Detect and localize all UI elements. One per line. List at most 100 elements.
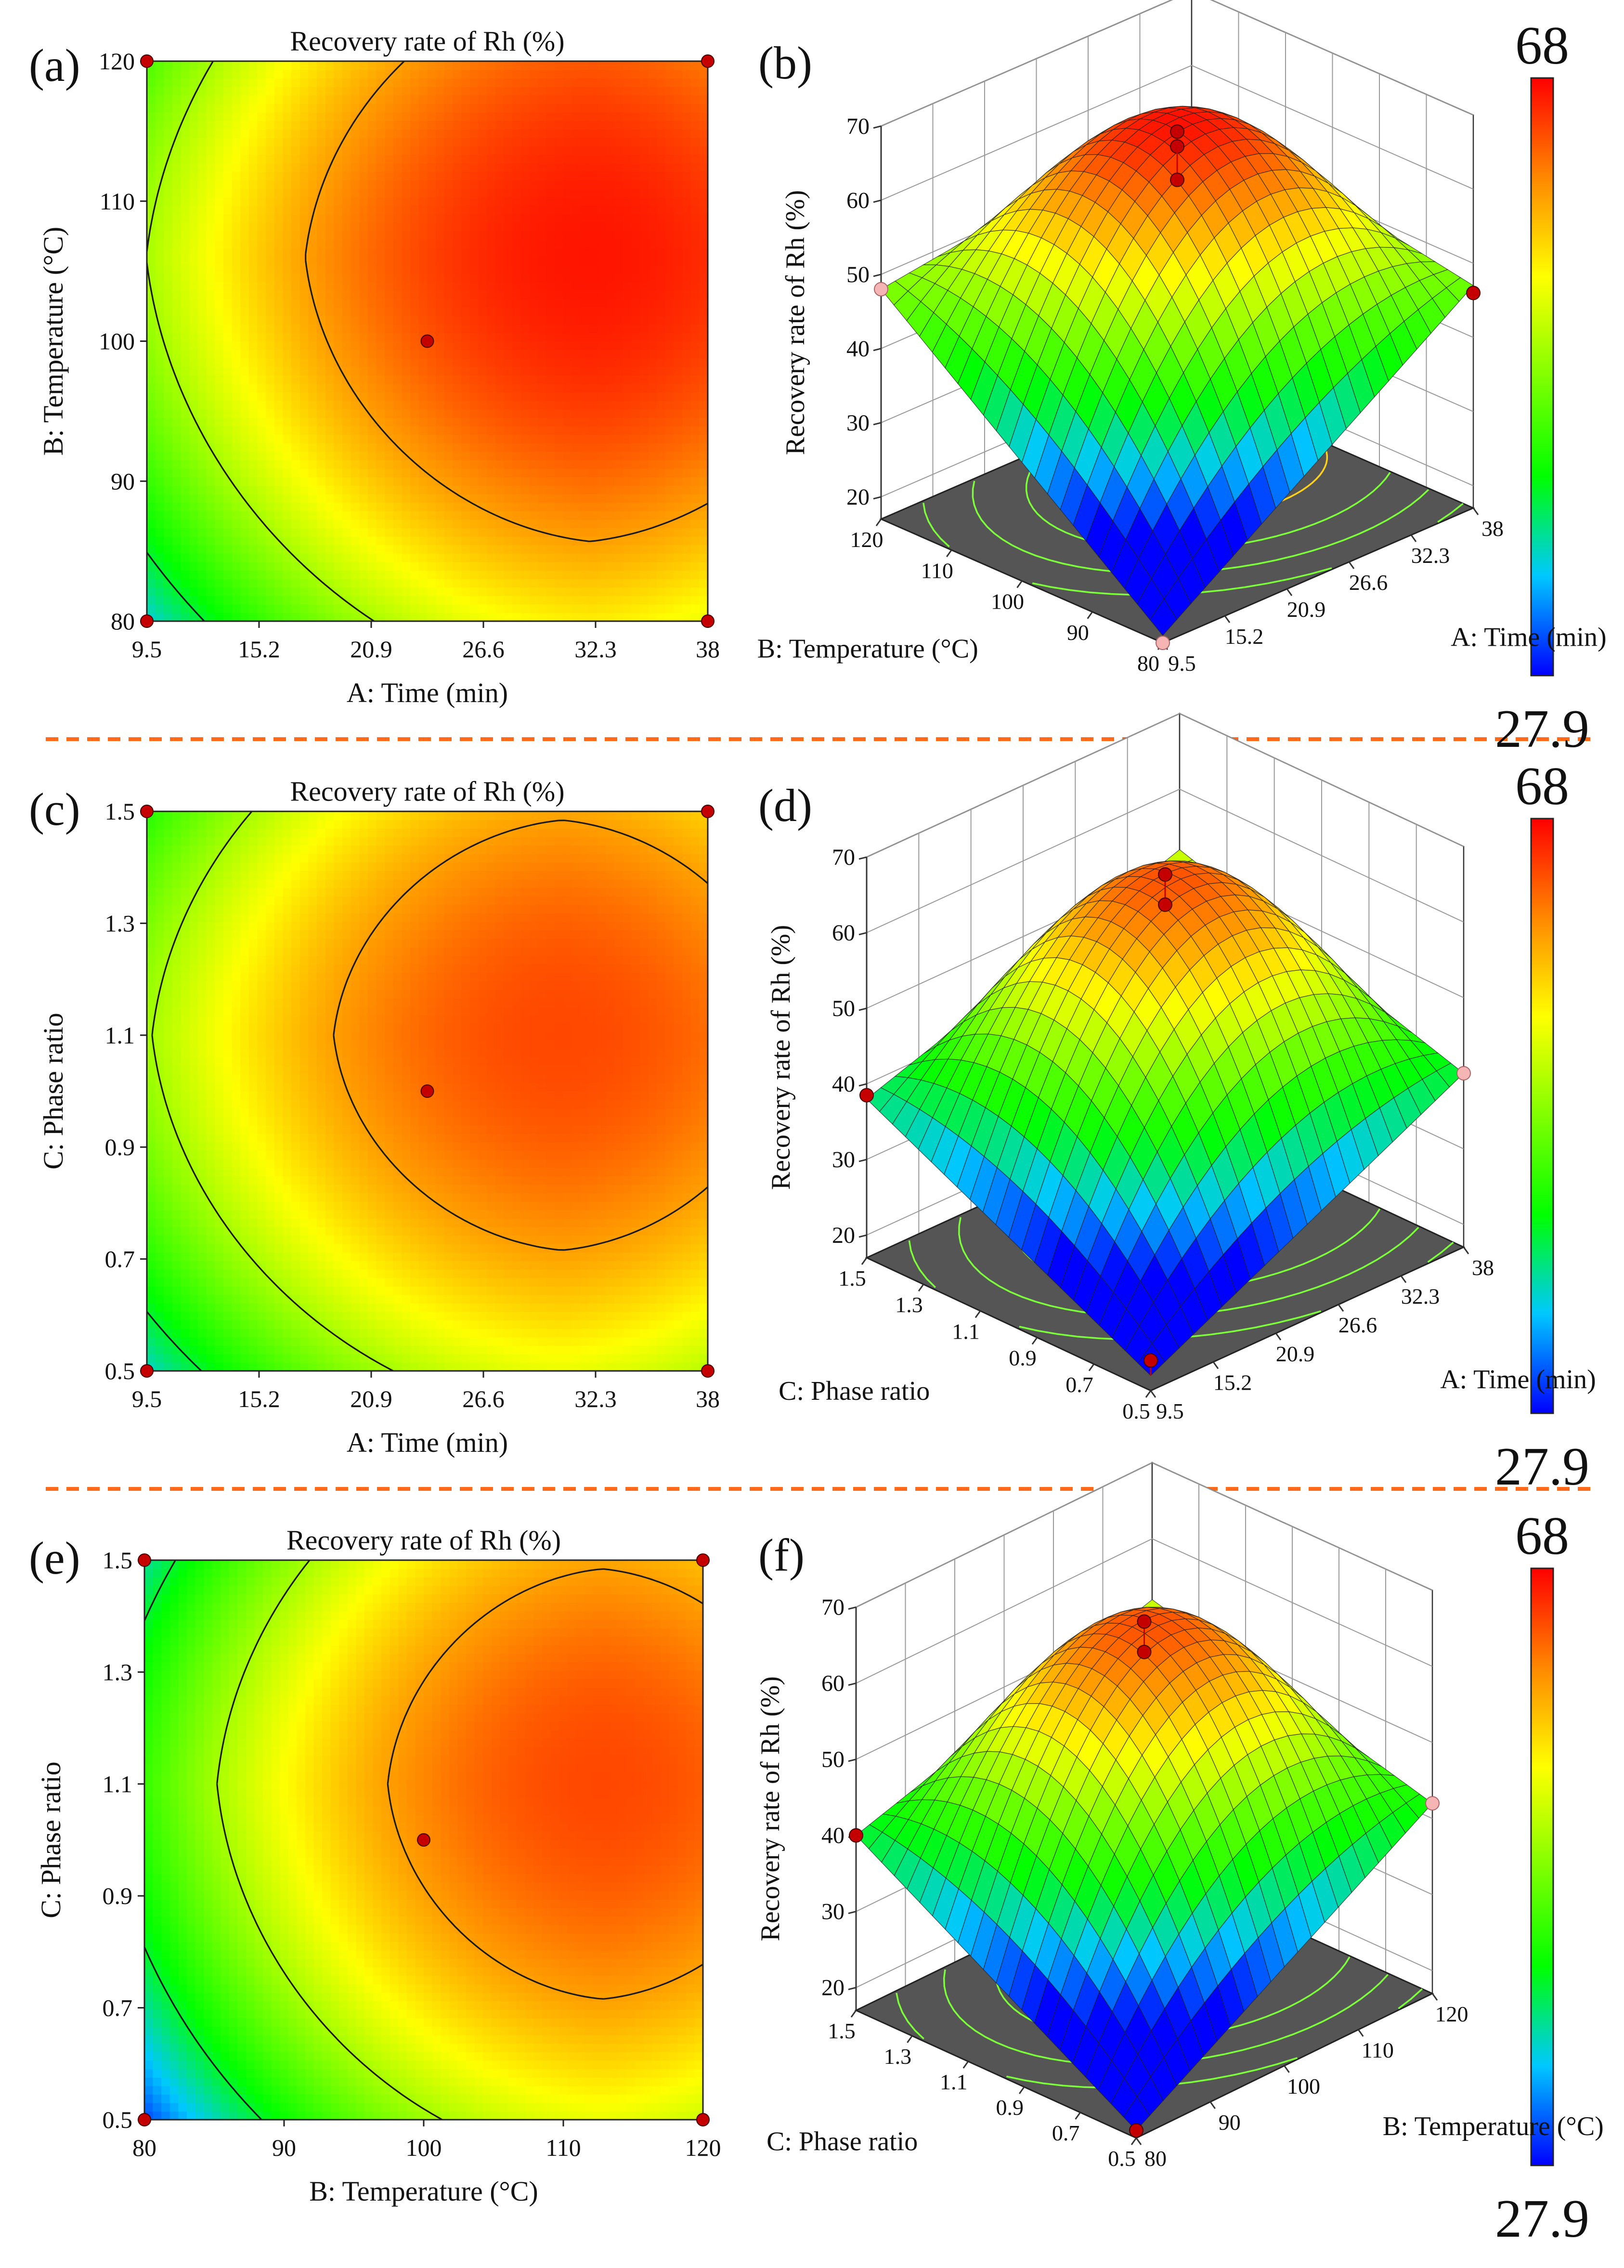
- contour-cell: [164, 1193, 173, 1202]
- contour-cell: [248, 613, 258, 622]
- contour-cell: [257, 61, 266, 70]
- contour-cell: [257, 375, 266, 384]
- contour-cell: [172, 86, 182, 96]
- contour-cell: [665, 129, 675, 138]
- contour-cell: [529, 383, 538, 393]
- contour-cell: [487, 545, 496, 554]
- contour-cell: [215, 290, 224, 300]
- contour-cell: [588, 443, 598, 452]
- contour-cell: [206, 196, 216, 206]
- contour-cell: [512, 273, 521, 282]
- contour-cell: [657, 417, 666, 427]
- contour-cell: [469, 120, 479, 130]
- contour-cell: [385, 95, 394, 104]
- contour-cell: [546, 510, 556, 520]
- contour-cell: [495, 188, 505, 197]
- contour-cell: [376, 485, 386, 495]
- contour-cell: [487, 358, 496, 367]
- contour-cell: [690, 104, 700, 113]
- contour-cell: [223, 392, 233, 401]
- contour-cell: [325, 485, 335, 495]
- contour-cell: [240, 341, 249, 350]
- contour-cell: [342, 196, 351, 206]
- contour-cell: [648, 120, 657, 130]
- contour-cell: [317, 332, 326, 342]
- contour-cell: [572, 561, 581, 571]
- contour-cell: [690, 366, 700, 376]
- contour-cell: [410, 324, 419, 333]
- contour-cell: [588, 578, 598, 588]
- contour-cell: [308, 61, 317, 70]
- contour-cell: [308, 477, 317, 486]
- contour-cell: [308, 69, 317, 79]
- contour-cell: [469, 426, 479, 435]
- contour-cell: [342, 366, 351, 376]
- contour-cell: [385, 341, 394, 350]
- contour-cell: [351, 163, 360, 172]
- contour-cell: [232, 596, 241, 605]
- contour-cell: [155, 95, 165, 104]
- contour-cell: [223, 400, 233, 410]
- contour-cell: [461, 163, 470, 172]
- panel-label: (e): [29, 1532, 80, 1584]
- contour-cell: [495, 196, 505, 206]
- contour-cell: [334, 375, 343, 384]
- contour-cell: [376, 409, 386, 418]
- contour-cell: [223, 86, 233, 96]
- contour-cell: [385, 375, 394, 384]
- contour-cell: [197, 104, 207, 113]
- contour-cell: [597, 545, 606, 554]
- contour-cell: [453, 528, 462, 537]
- contour-cell: [690, 519, 700, 528]
- contour-cell: [197, 528, 207, 537]
- contour-cell: [189, 112, 198, 121]
- contour-cell: [147, 1303, 156, 1312]
- contour-cell: [504, 350, 513, 359]
- contour-cell: [147, 383, 156, 393]
- contour-cell: [537, 468, 547, 478]
- contour-cell: [639, 256, 649, 265]
- contour-cell: [597, 485, 606, 495]
- contour-cell: [215, 1286, 224, 1295]
- contour-cell: [283, 256, 292, 265]
- contour-cell: [512, 112, 521, 121]
- contour-cell: [520, 502, 530, 511]
- contour-cell: [529, 578, 538, 588]
- contour-cell: [418, 78, 428, 87]
- contour-cell: [623, 350, 632, 359]
- contour-cell: [418, 120, 428, 130]
- contour-cell: [223, 528, 233, 537]
- contour-cell: [402, 596, 411, 605]
- contour-cell: [614, 366, 624, 376]
- contour-cell: [317, 171, 326, 181]
- contour-cell: [537, 86, 547, 96]
- contour-cell: [674, 205, 683, 214]
- contour-cell: [317, 400, 326, 410]
- contour-cell: [520, 137, 530, 147]
- contour-cell: [155, 1218, 165, 1227]
- contour-cell: [206, 239, 216, 248]
- contour-cell: [232, 205, 241, 214]
- contour-cell: [393, 188, 403, 197]
- contour-cell: [495, 95, 505, 104]
- contour-cell: [495, 256, 505, 265]
- contour-cell: [453, 536, 462, 546]
- contour-cell: [478, 324, 487, 333]
- contour-cell: [495, 528, 505, 537]
- contour-cell: [147, 604, 156, 613]
- contour-cell: [690, 350, 700, 359]
- contour-cell: [367, 341, 377, 350]
- contour-cell: [164, 1345, 173, 1355]
- contour-cell: [147, 896, 156, 905]
- contour-cell: [563, 417, 572, 427]
- contour-cell: [682, 613, 691, 622]
- contour-cell: [257, 171, 266, 181]
- contour-cell: [537, 553, 547, 562]
- contour-cell: [206, 1031, 216, 1041]
- contour-cell: [172, 180, 182, 189]
- contour-cell: [274, 256, 284, 265]
- contour-cell: [674, 78, 683, 87]
- contour-cell: [512, 604, 521, 613]
- contour-cell: [215, 214, 224, 223]
- contour-cell: [359, 417, 368, 427]
